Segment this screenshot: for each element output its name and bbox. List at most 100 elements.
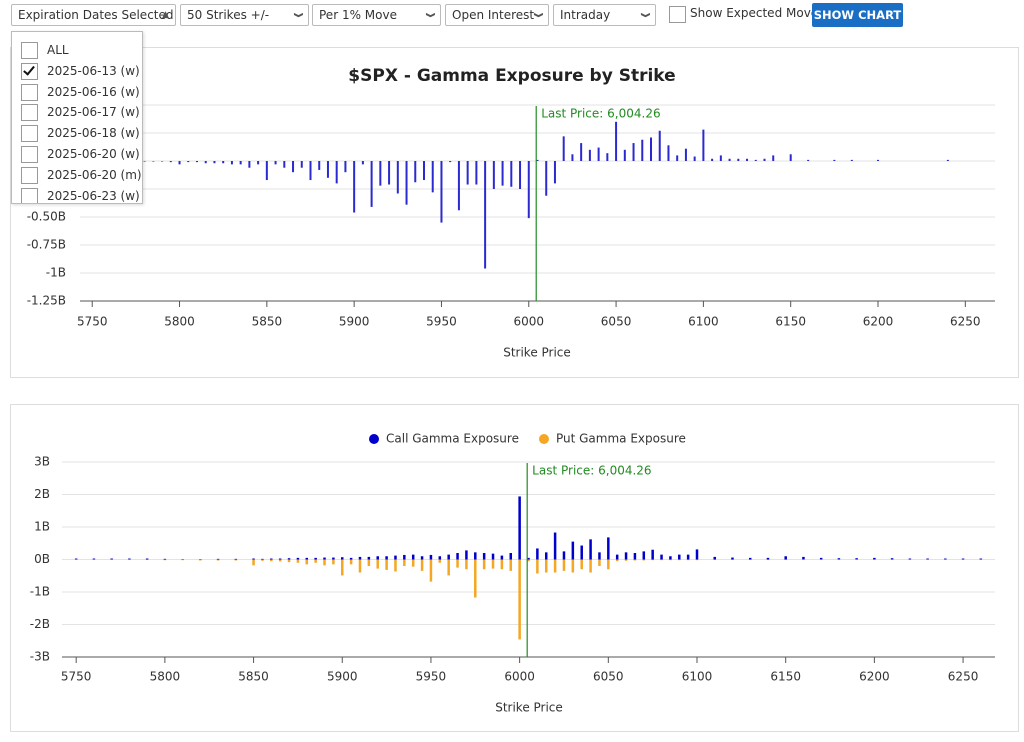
bar — [908, 558, 912, 560]
y-tick-label: -0.50B — [27, 210, 66, 224]
bar — [411, 559, 415, 567]
bar — [588, 149, 591, 161]
bar — [422, 161, 425, 181]
bar — [518, 496, 521, 560]
bar — [411, 554, 415, 560]
bar — [500, 559, 504, 570]
x-tick-label: 6200 — [859, 670, 890, 684]
bar — [979, 558, 983, 560]
bar — [466, 161, 469, 185]
select[interactable]: Open Interest ❱ — [445, 4, 549, 26]
x-tick-label: 6150 — [775, 315, 806, 329]
bar — [580, 559, 583, 570]
x-axis-title: Strike Price — [503, 346, 571, 360]
checkbox-label[interactable]: Show Expected Move — [690, 6, 819, 20]
bar — [632, 143, 635, 161]
bar — [676, 155, 679, 161]
bar — [553, 532, 557, 560]
bar — [287, 558, 291, 560]
bar — [686, 559, 690, 561]
bar — [695, 549, 699, 560]
checkbox[interactable] — [21, 146, 38, 163]
bar — [440, 161, 443, 223]
select[interactable]: Per 1% Move ❱ — [312, 4, 441, 26]
chart-panel — [10, 404, 1019, 732]
y-tick-label: 0B — [34, 552, 50, 566]
legend-marker — [369, 434, 379, 444]
bar — [553, 161, 556, 184]
bar — [946, 159, 949, 161]
bar — [737, 158, 740, 161]
checkbox[interactable] — [21, 42, 38, 59]
bar — [623, 149, 626, 161]
bar — [807, 159, 810, 161]
bar — [178, 161, 181, 165]
bar — [239, 161, 242, 165]
bar — [292, 161, 295, 173]
bar — [169, 161, 172, 163]
checkbox[interactable] — [21, 166, 38, 184]
checkbox[interactable] — [21, 83, 38, 101]
bar — [252, 559, 255, 566]
dropdown-item[interactable]: 2025-06-20 (w) — [12, 145, 142, 166]
select[interactable]: Intraday ❱ — [553, 4, 656, 26]
x-tick-label: 5850 — [252, 315, 283, 329]
bar — [728, 158, 731, 161]
bar — [519, 161, 522, 189]
bar — [230, 161, 233, 165]
bar — [394, 555, 397, 560]
bar — [702, 129, 705, 161]
bar — [833, 159, 836, 161]
bar — [633, 553, 637, 560]
bar — [216, 559, 220, 561]
bar — [615, 559, 619, 562]
bar — [754, 159, 757, 161]
dropdown-item[interactable]: ALL — [12, 41, 142, 62]
bar — [491, 553, 495, 560]
bar — [305, 557, 309, 560]
bar — [429, 554, 433, 560]
bar — [300, 161, 303, 168]
bar — [746, 158, 749, 161]
dropdown-item[interactable]: 2025-06-17 (w) — [12, 103, 142, 124]
x-tick-label: 6000 — [504, 670, 535, 684]
bar — [74, 558, 78, 560]
bar — [152, 161, 155, 162]
y-tick-label: -1B — [30, 585, 50, 599]
bar — [527, 559, 530, 562]
dropdown-item[interactable]: 2025-06-20 (m) — [12, 166, 142, 187]
bar — [318, 161, 321, 170]
checkbox[interactable] — [21, 104, 38, 122]
bar — [607, 537, 610, 560]
dropdown-item[interactable]: 2025-06-18 (w) — [12, 124, 142, 145]
bar — [314, 557, 317, 560]
dropdown-item[interactable]: 2025-06-23 (w) — [12, 187, 142, 203]
select[interactable]: 50 Strikes +/- ❱ — [180, 4, 309, 26]
bar — [719, 155, 722, 161]
bar — [961, 558, 965, 560]
checkbox[interactable] — [669, 6, 686, 23]
bar — [187, 161, 190, 163]
legend-label: Call Gamma Exposure — [386, 432, 519, 446]
dropdown-item[interactable]: 2025-06-16 (w) — [12, 83, 142, 104]
bar — [763, 158, 766, 161]
select[interactable]: Expiration Dates Selected ▲ — [11, 4, 176, 26]
bar — [438, 556, 442, 560]
checkbox[interactable] — [21, 125, 38, 143]
bar — [589, 539, 592, 560]
y-tick-label: -2B — [30, 617, 50, 631]
bar — [323, 557, 326, 560]
show-chart-button[interactable]: SHOW CHART — [812, 3, 903, 27]
bar — [536, 559, 539, 574]
bar — [615, 554, 619, 560]
select-label: 50 Strikes +/- — [187, 8, 270, 22]
bar — [766, 557, 770, 560]
bar — [309, 161, 312, 181]
checkbox[interactable] — [21, 62, 38, 80]
bar — [257, 161, 260, 165]
checkbox[interactable] — [21, 187, 38, 203]
item-label: 2025-06-18 (w) — [47, 126, 140, 141]
dropdown-item[interactable]: 2025-06-13 (w) — [12, 62, 142, 83]
bar — [837, 558, 841, 560]
